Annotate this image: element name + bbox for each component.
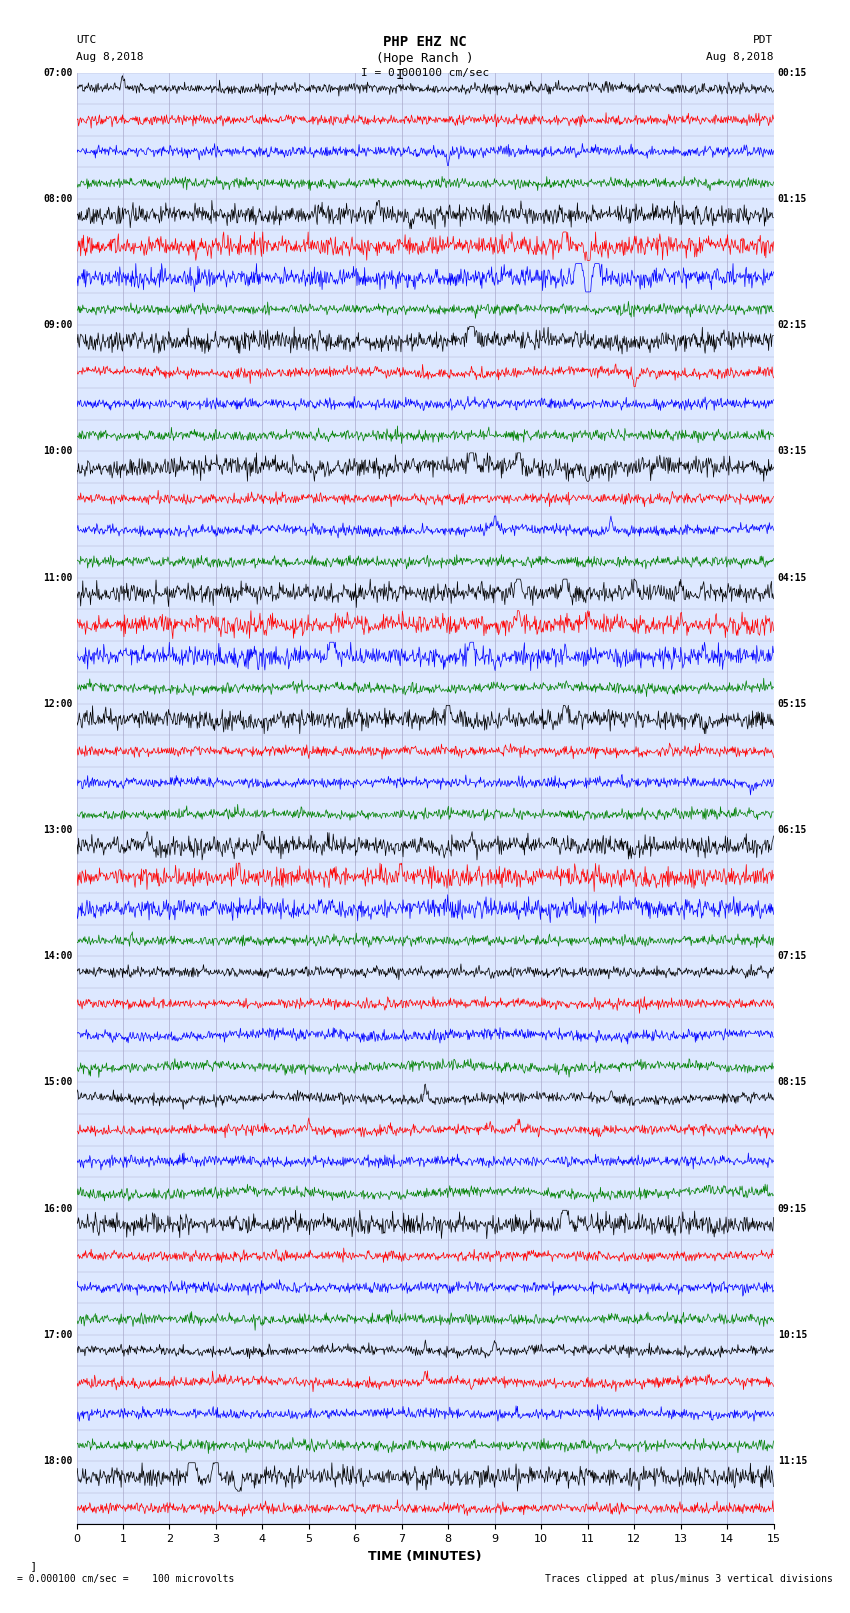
Text: PHP EHZ NC: PHP EHZ NC xyxy=(383,35,467,50)
Text: 16:00: 16:00 xyxy=(42,1203,72,1213)
Text: 04:15: 04:15 xyxy=(778,573,807,582)
Text: 03:15: 03:15 xyxy=(778,447,807,456)
Text: Aug 8,2018: Aug 8,2018 xyxy=(706,52,774,61)
Text: 15:00: 15:00 xyxy=(42,1077,72,1087)
Text: 13:00: 13:00 xyxy=(42,824,72,836)
Text: 08:00: 08:00 xyxy=(42,194,72,203)
Text: 01:15: 01:15 xyxy=(778,194,807,203)
Text: UTC: UTC xyxy=(76,35,97,45)
Text: 06:15: 06:15 xyxy=(778,824,807,836)
Text: PDT: PDT xyxy=(753,35,774,45)
Text: ]: ] xyxy=(17,1561,37,1571)
Text: 09:15: 09:15 xyxy=(778,1203,807,1213)
Text: 12:00: 12:00 xyxy=(42,698,72,708)
Text: Traces clipped at plus/minus 3 vertical divisions: Traces clipped at plus/minus 3 vertical … xyxy=(545,1574,833,1584)
Text: 09:00: 09:00 xyxy=(42,319,72,331)
Text: 17:00: 17:00 xyxy=(42,1331,72,1340)
Text: 11:00: 11:00 xyxy=(42,573,72,582)
Text: 00:15: 00:15 xyxy=(778,68,807,77)
Text: 08:15: 08:15 xyxy=(778,1077,807,1087)
Text: 18:00: 18:00 xyxy=(42,1457,72,1466)
Text: Aug 8,2018: Aug 8,2018 xyxy=(76,52,144,61)
Text: 02:15: 02:15 xyxy=(778,319,807,331)
Text: I = 0.000100 cm/sec: I = 0.000100 cm/sec xyxy=(361,68,489,77)
Text: = 0.000100 cm/sec =    100 microvolts: = 0.000100 cm/sec = 100 microvolts xyxy=(17,1574,235,1584)
Text: 11:15: 11:15 xyxy=(778,1457,807,1466)
Text: 05:15: 05:15 xyxy=(778,698,807,708)
Text: 10:00: 10:00 xyxy=(42,447,72,456)
X-axis label: TIME (MINUTES): TIME (MINUTES) xyxy=(368,1550,482,1563)
Text: 10:15: 10:15 xyxy=(778,1331,807,1340)
Text: I: I xyxy=(395,68,404,82)
Text: 14:00: 14:00 xyxy=(42,952,72,961)
Text: (Hope Ranch ): (Hope Ranch ) xyxy=(377,52,473,65)
Text: 07:00: 07:00 xyxy=(42,68,72,77)
Text: 07:15: 07:15 xyxy=(778,952,807,961)
